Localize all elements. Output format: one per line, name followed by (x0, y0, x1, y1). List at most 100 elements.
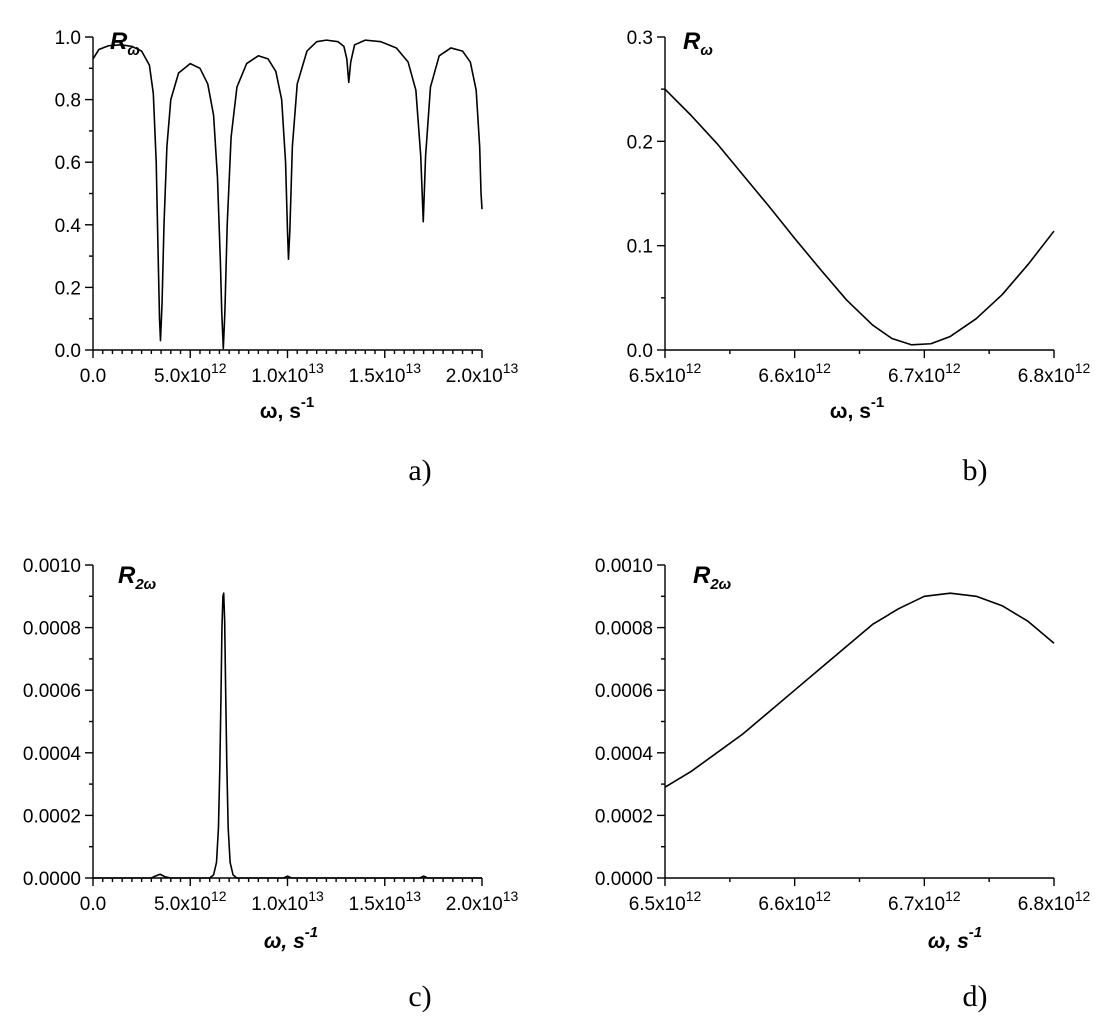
x-axis-label-superscript: -1 (871, 394, 884, 411)
x-axis-label: ω, s-1 (928, 924, 982, 953)
x-tick-exponent: 12 (815, 888, 831, 904)
panel-c: 0.0 5.0x1012 1.0x1013 1.5x1013 2.0x10130.000… (23, 556, 519, 1013)
panel-label: a) (408, 454, 431, 487)
x-tick-mantissa: 1.5x10 (348, 894, 405, 915)
series-label-main: R (683, 28, 701, 55)
y-tick-label: 0.0006 (595, 681, 653, 702)
x-tick-label: 2.0x1013 (446, 360, 519, 387)
x-tick-mantissa: 6.5x10 (629, 366, 686, 387)
series-label-subscript: 2ω (709, 576, 731, 593)
y-tick-label: 0.0002 (595, 806, 653, 827)
series-line (664, 592, 1055, 788)
x-tick-exponent: 12 (686, 360, 702, 376)
y-tick-label: 0.2 (55, 278, 81, 299)
x-axis-label: ω, s-1 (830, 394, 884, 423)
x-tick-mantissa: 6.7x10 (888, 366, 945, 387)
x-tick-exponent: 13 (308, 888, 324, 904)
y-tick-label: 0.3 (627, 28, 653, 49)
x-tick-mantissa: 1.0x10 (251, 366, 308, 387)
series-label: R2ω (693, 562, 732, 593)
y-tick-label: 0.6 (55, 153, 81, 174)
x-tick-label: 6.7x1012 (888, 360, 961, 387)
y-tick-label: 0.4 (55, 216, 82, 237)
x-tick-exponent: 13 (405, 360, 421, 376)
panel-label: c) (408, 980, 431, 1013)
x-tick-label: 1.0x1013 (251, 888, 324, 915)
x-tick-exponent: 12 (211, 888, 227, 904)
x-tick-label: 6.7x1012 (888, 888, 961, 915)
x-tick-mantissa: 6.6x10 (758, 366, 815, 387)
x-tick-exponent: 13 (503, 360, 519, 376)
x-tick-label: 1.5x1013 (348, 360, 421, 387)
x-axis-label-superscript: -1 (969, 924, 982, 941)
y-tick-label: 0.0006 (23, 681, 81, 702)
y-tick-label: 0.0010 (595, 556, 653, 577)
y-tick-label: 0.0000 (23, 869, 81, 890)
panel-b: 6.5x1012 6.6x1012 6.7x1012 6.8x10120.00.10.… (627, 28, 1091, 487)
x-tick-exponent: 12 (945, 888, 961, 904)
x-tick-label: 6.6x1012 (758, 888, 831, 915)
x-tick-exponent: 12 (1075, 360, 1091, 376)
series-label-main: R (693, 562, 711, 589)
x-tick-exponent: 12 (686, 888, 702, 904)
y-tick-label: 0.0000 (595, 869, 653, 890)
series-line (664, 88, 1055, 346)
y-tick-label: 0.0004 (595, 744, 654, 765)
x-axis-label: ω, s-1 (264, 924, 318, 953)
y-tick-label: 0.0008 (23, 619, 81, 640)
x-tick-mantissa: 6.8x10 (1018, 894, 1075, 915)
x-tick-label: 6.5x1012 (629, 888, 702, 915)
x-tick-label: 6.6x1012 (758, 360, 831, 387)
series-label: R2ω (118, 562, 157, 593)
x-tick-mantissa: 6.7x10 (888, 894, 945, 915)
panel-label: d) (963, 980, 988, 1013)
panel-a: 0.0 5.0x1012 1.0x1013 1.5x1013 2.0x10130.00.… (55, 28, 519, 487)
series-label-subscript: ω (127, 42, 140, 59)
x-tick-exponent: 13 (405, 888, 421, 904)
x-tick-exponent: 12 (211, 360, 227, 376)
x-tick-label: 5.0x1012 (154, 360, 227, 387)
x-tick-label: 0.0 (80, 894, 106, 915)
x-tick-mantissa: 0.0 (80, 894, 106, 915)
series-label-main: R (118, 562, 136, 589)
x-tick-mantissa: 6.8x10 (1018, 366, 1075, 387)
x-axis-label-superscript: -1 (301, 394, 314, 411)
x-axis-label: ω, s-1 (260, 394, 314, 423)
y-tick-label: 0.0002 (23, 806, 81, 827)
series-line (93, 592, 482, 879)
x-tick-mantissa: 5.0x10 (154, 894, 211, 915)
y-tick-label: 0.0 (55, 341, 81, 362)
y-tick-label: 1.0 (55, 28, 81, 49)
x-axis-label-main: ω, s (264, 930, 305, 953)
x-tick-exponent: 12 (815, 360, 831, 376)
x-tick-mantissa: 2.0x10 (446, 894, 503, 915)
x-axis-label-main: ω, s (928, 930, 969, 953)
x-tick-mantissa: 5.0x10 (154, 366, 211, 387)
x-tick-exponent: 12 (945, 360, 961, 376)
x-tick-exponent: 13 (503, 888, 519, 904)
y-tick-label: 0.0008 (595, 619, 653, 640)
series-label-main: R (110, 28, 128, 55)
x-tick-label: 2.0x1013 (446, 888, 519, 915)
x-tick-label: 6.8x1012 (1018, 888, 1091, 915)
y-tick-label: 0.0004 (23, 744, 82, 765)
panel-label: b) (963, 454, 988, 487)
x-tick-label: 6.8x1012 (1018, 360, 1091, 387)
x-tick-exponent: 12 (1075, 888, 1091, 904)
series-line (92, 39, 483, 350)
panel-d: 6.5x1012 6.6x1012 6.7x1012 6.8x10120.00000.… (595, 556, 1091, 1013)
x-axis-label-superscript: -1 (305, 924, 318, 941)
x-axis-label-main: ω, s (260, 400, 301, 423)
x-tick-mantissa: 6.6x10 (758, 894, 815, 915)
y-tick-label: 0.1 (627, 237, 653, 258)
y-tick-label: 0.0010 (23, 556, 81, 577)
x-tick-label: 1.5x1013 (348, 888, 421, 915)
y-tick-label: 0.2 (627, 132, 653, 153)
x-tick-label: 1.0x1013 (251, 360, 324, 387)
series-label: Rω (683, 28, 713, 59)
x-tick-mantissa: 6.5x10 (629, 894, 686, 915)
series-label: Rω (110, 28, 140, 59)
series-label-subscript: ω (700, 42, 713, 59)
x-tick-mantissa: 2.0x10 (446, 366, 503, 387)
